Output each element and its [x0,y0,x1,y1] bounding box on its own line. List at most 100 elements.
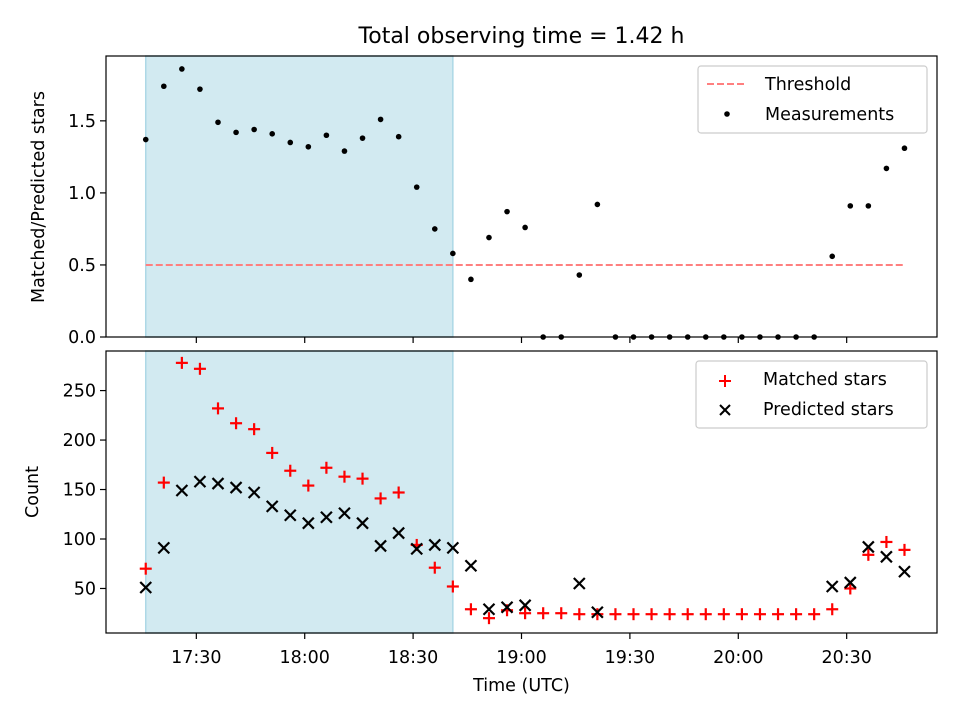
predicted-stars-point [356,516,369,530]
ratio-observing-span [144,55,454,338]
ratio-legend-box [697,65,928,134]
measurements-point [468,276,474,283]
x-tick-label: 19:00 [496,648,546,668]
predicted-stars-point [265,500,279,513]
predicted-stars-point [428,538,442,552]
count-y-tick-label: 50 [74,579,96,599]
matched-stars-point [699,608,712,621]
matched-stars-point [555,607,568,620]
matched-stars-point [717,608,730,621]
ratio-legend: Threshold Measurements [697,65,928,134]
predicted-stars-point [825,580,839,593]
predicted-stars-point [320,510,333,524]
measurements-point [522,224,528,231]
matched-stars-point [790,608,803,621]
predicted-stars-point [374,539,387,553]
matched-stars-point [844,582,857,595]
matched-stars-point [898,543,911,556]
matched-stars-point [573,608,586,621]
matched-stars-point [338,470,351,483]
measurements-point [865,203,872,209]
measurements-point [829,253,836,260]
ratio-panel: 0.0 0.5 1.0 1.5 Matched/Predicted stars Thr… [29,55,938,348]
count-legend-box [695,360,928,429]
x-tick-label: 20:30 [821,648,871,668]
matched-stars-point [230,417,243,430]
predicted-stars-point [211,477,225,490]
matched-stars-point [880,535,893,548]
x-axis-label: Time (UTC) [472,676,570,696]
predicted-stars-point [283,508,297,522]
matched-stars-point [157,476,170,489]
matched-legend-label: Matched stars [763,370,887,390]
predicted-legend-marker [719,404,731,416]
measurements-point [450,250,456,257]
predicted-stars-point [247,486,261,499]
ratio-y-tick-label: 0.0 [68,328,96,348]
measurements-point [233,129,239,136]
predicted-stars-point [157,541,171,555]
count-y-axis-label: Count [23,466,43,518]
ratio-y-axis-label: Matched/Predicted stars [29,91,49,303]
matched-stars-point [193,362,206,375]
predicted-stars-point [500,600,514,614]
count-legend: Matched stars Predicted stars [695,360,928,429]
figure-title: Total observing time = 1.42 h [358,24,685,49]
x-tick-label: 18:00 [279,648,329,668]
matched-stars-point [139,562,152,575]
matched-stars-point [374,492,387,505]
matched-stars-point [482,612,495,625]
predicted-stars-point [392,526,405,540]
matched-stars-point [356,472,369,485]
measurements-point [377,116,384,123]
measurements-point [161,83,167,90]
measurements-point [215,119,221,126]
matched-stars-point [826,603,839,616]
matched-stars-point [663,608,676,621]
predicted-stars-point [302,516,315,530]
predicted-stars-point [898,565,911,578]
x-tick-label: 20:00 [713,648,763,668]
predicted-stars-point [193,475,207,488]
measurements-point [413,184,420,190]
matched-stars-point [175,356,188,369]
matched-stars-point [735,608,748,621]
predicted-stars-point [464,559,478,572]
predicted-stars-point [446,541,460,555]
matched-stars-point [248,423,261,436]
predicted-stars-point [338,506,351,520]
measurements-point [901,145,908,152]
measurements-point [323,132,330,139]
matched-stars-point [392,486,405,499]
measurements-point [142,136,149,143]
count-y-tick-label: 200 [63,431,96,451]
measurements-legend-label: Measurements [765,105,894,125]
count-y-tick-label: 250 [63,382,96,402]
measurements-point [847,203,854,209]
x-tick-label: 17:30 [171,648,221,668]
count-y-tick-label: 100 [63,530,96,550]
predicted-stars-point [482,602,496,616]
measurements-point [305,143,312,150]
ratio-y-tick-label: 1.5 [68,112,96,132]
predicted-stars-point [862,540,875,554]
matched-stars-point [681,608,694,621]
matched-stars-point [627,608,640,621]
matched-stars-point [519,607,532,620]
measurements-point [504,208,510,215]
measurements-point [431,226,438,232]
matched-stars-point [609,608,622,621]
measurements-legend-marker [724,111,730,117]
matched-legend-marker [719,375,731,387]
predicted-stars-point [139,581,153,594]
measurements-point [197,86,203,92]
measurements-point [594,201,601,208]
x-tick-label: 18:30 [388,648,438,668]
measurements-point [251,126,257,133]
matched-stars-point [266,446,279,459]
predicted-stars-point [844,576,857,589]
measurements-point [486,234,492,241]
ratio-y-tick-label: 1.0 [68,184,96,204]
matched-stars-point [591,608,604,621]
predicted-stars-point [880,550,893,564]
